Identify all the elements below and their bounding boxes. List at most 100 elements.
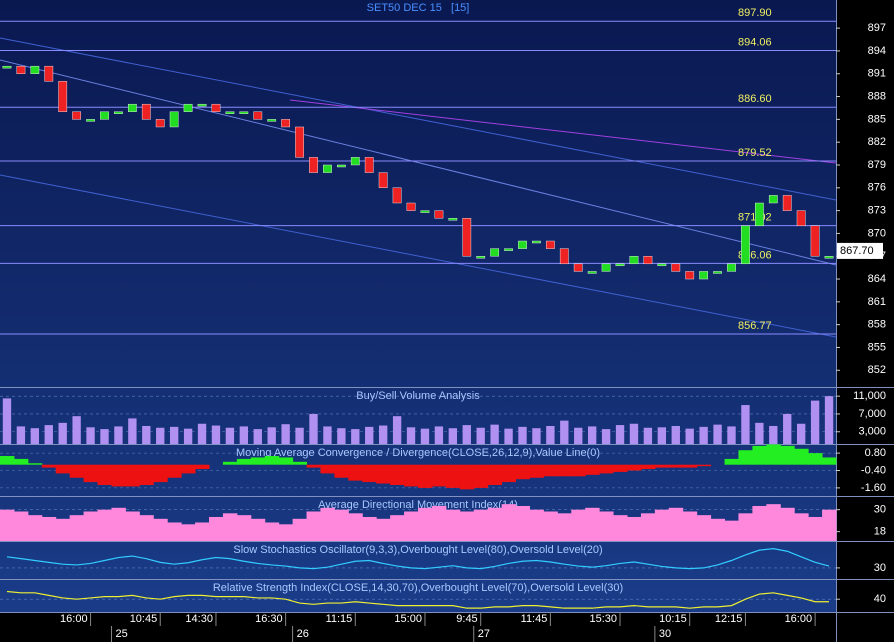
volume-bar (58, 422, 67, 444)
volume-bar (657, 427, 667, 444)
candle (323, 164, 332, 173)
chart-title: SET50 DEC 15 [15] (367, 2, 470, 14)
volume-bar (727, 426, 736, 444)
area-bar (334, 509, 349, 541)
y-tick-label: -0.40 (861, 464, 886, 476)
area-bar (250, 457, 266, 465)
volume-bar (128, 418, 137, 444)
y-tick-label: 885 (868, 113, 886, 125)
area-bar (27, 463, 43, 465)
candle (504, 248, 513, 251)
y-tick-label: 18 (874, 526, 886, 538)
candle (782, 195, 792, 211)
volume-bar (309, 413, 318, 444)
candle (72, 111, 82, 120)
area-bar (139, 464, 154, 485)
level-label: 894.06 (738, 36, 772, 48)
area-bar (473, 509, 489, 541)
area-bar (822, 509, 837, 541)
volume-bar (490, 424, 499, 444)
area-bar (431, 505, 447, 541)
area-bar (83, 511, 99, 541)
area-bar (195, 522, 210, 541)
volume-bar (337, 428, 346, 444)
area-bar (585, 464, 600, 475)
candle (796, 210, 806, 227)
candle (601, 263, 611, 272)
candle (392, 187, 402, 204)
area-bar (515, 505, 530, 541)
area-bar (111, 507, 126, 541)
area-bar (153, 464, 168, 483)
area-bar (501, 464, 517, 483)
panel-title: Moving Average Convergence / Divergence(… (236, 447, 600, 459)
x-tick-label: 10:45 (130, 613, 158, 625)
candle (629, 256, 639, 265)
candle (754, 202, 764, 227)
volume-bar (671, 425, 680, 444)
date-label: 27 (478, 628, 490, 640)
area-bar (445, 509, 461, 541)
candle (378, 172, 388, 188)
volume-bar (86, 427, 95, 444)
volume-bar (378, 425, 388, 444)
candle (141, 103, 151, 120)
trend-line (0, 37, 837, 201)
y-tick-label: 864 (868, 273, 886, 285)
volume-bar (796, 423, 806, 444)
area-bar (320, 507, 335, 541)
area-bar (390, 464, 405, 485)
y-tick-label: 888 (868, 90, 886, 102)
area-bar (55, 464, 71, 474)
candle (239, 111, 249, 114)
area-bar (640, 464, 656, 470)
volume-bar (169, 426, 179, 444)
area-bar (724, 520, 739, 541)
candle (350, 157, 360, 166)
candle (657, 263, 667, 267)
x-tick-label: 9:45 (456, 613, 477, 625)
volume-bar (183, 428, 193, 444)
candle (573, 263, 583, 272)
area-bar (473, 464, 489, 488)
volume-bar (114, 426, 123, 444)
area-bar (613, 464, 628, 472)
area-bar (83, 464, 99, 483)
trend-lines (0, 37, 837, 338)
area-bar (153, 518, 168, 541)
volume-bar (267, 427, 276, 444)
volume-bar (601, 429, 611, 444)
area-bar (557, 464, 572, 477)
candle (615, 263, 625, 267)
candle (211, 103, 221, 112)
area-bar (278, 524, 294, 541)
candle (545, 240, 555, 249)
volume-bar (504, 428, 513, 444)
volume-bar (615, 425, 625, 444)
volume-bar (587, 426, 597, 444)
area-bar (362, 464, 377, 483)
area-bar (738, 450, 753, 465)
candle (225, 111, 235, 114)
volume-bar (741, 405, 750, 444)
area-bar (236, 515, 252, 541)
area-bar (627, 516, 642, 541)
area-bar (445, 464, 461, 488)
y-tick-label: 855 (868, 341, 886, 353)
volume-bar (239, 426, 249, 444)
candle (197, 103, 207, 107)
volume-bar (156, 427, 165, 444)
area-bar (264, 456, 280, 465)
area-bar (529, 464, 544, 478)
volume-bar (462, 425, 471, 444)
area-bar (459, 464, 475, 490)
date-label: 26 (297, 628, 309, 640)
candle (490, 248, 500, 257)
volume-bar (142, 425, 151, 444)
area-bar (752, 445, 767, 465)
x-tick-label: 11:15 (326, 613, 353, 625)
candle (685, 271, 695, 280)
candle (768, 195, 778, 204)
volume-bar (225, 427, 235, 444)
